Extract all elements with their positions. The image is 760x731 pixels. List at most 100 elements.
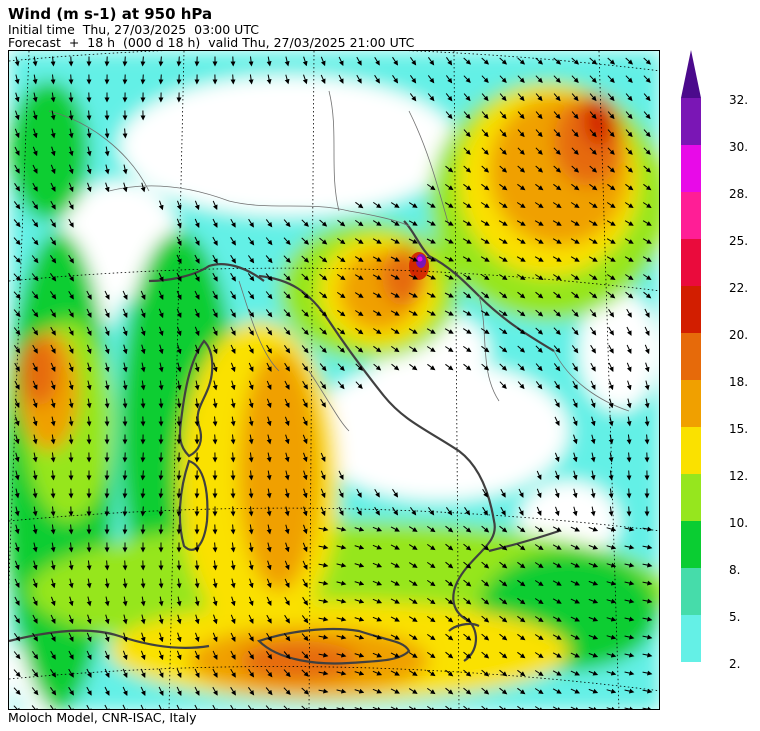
wind-arrow xyxy=(590,344,596,354)
wind-arrow xyxy=(265,273,273,282)
wind-arrow xyxy=(409,346,418,353)
wind-arrow xyxy=(302,398,308,408)
wind-arrow xyxy=(590,470,596,481)
wind-arrow xyxy=(158,56,164,67)
wind-arrow xyxy=(463,57,472,65)
wind-arrow xyxy=(68,92,74,103)
wind-arrow xyxy=(248,362,254,373)
wind-arrow xyxy=(372,706,383,709)
wind-arrow xyxy=(140,704,146,709)
wind-arrow xyxy=(13,201,21,210)
colorbar-segment xyxy=(681,615,701,662)
wind-arrow xyxy=(517,129,525,138)
wind-arrow xyxy=(104,578,110,589)
wind-arrow xyxy=(427,363,436,371)
wind-arrow xyxy=(176,596,182,607)
wind-arrow xyxy=(590,362,596,372)
wind-arrow xyxy=(194,650,200,661)
wind-arrow xyxy=(427,669,436,677)
wind-arrow xyxy=(463,363,472,371)
wind-arrow xyxy=(606,562,617,568)
wind-arrow xyxy=(104,164,110,175)
wind-arrow xyxy=(408,202,418,208)
wind-arrow xyxy=(644,380,650,391)
wind-arrow xyxy=(337,237,346,245)
wind-arrow xyxy=(463,111,471,120)
wind-arrow xyxy=(390,310,400,316)
wind-arrow xyxy=(266,380,272,391)
wind-arrow xyxy=(318,544,329,550)
colorbar-label: 12. xyxy=(729,469,749,483)
wind-arrow xyxy=(248,542,254,553)
wind-arrow xyxy=(319,381,327,390)
wind-arrow xyxy=(642,238,652,244)
wind-arrow xyxy=(14,452,20,463)
wind-arrow xyxy=(86,632,92,643)
wind-arrow xyxy=(158,470,164,481)
wind-arrow xyxy=(608,326,614,336)
wind-arrow xyxy=(517,633,526,641)
wind-arrow xyxy=(481,525,490,533)
wind-arrow xyxy=(212,686,218,696)
wind-arrow xyxy=(408,598,418,604)
wind-arrow xyxy=(355,327,364,335)
wind-arrow xyxy=(318,706,329,709)
wind-arrow xyxy=(408,652,418,658)
wind-arrow xyxy=(31,687,39,696)
wind-arrow xyxy=(194,272,200,282)
wind-arrow xyxy=(624,202,634,209)
wind-arrow xyxy=(427,507,435,516)
wind-arrow xyxy=(391,363,400,371)
wind-arrow xyxy=(265,237,273,246)
wind-arrow xyxy=(301,651,309,660)
wind-arrow xyxy=(140,488,146,499)
wind-arrow xyxy=(517,57,526,65)
wind-arrow xyxy=(104,398,110,409)
wind-arrow xyxy=(302,56,308,67)
wind-arrow xyxy=(553,327,561,336)
wind-arrow xyxy=(499,291,508,299)
wind-arrow xyxy=(535,363,543,372)
colorbar-segments xyxy=(681,98,701,662)
wind-arrow xyxy=(517,93,525,102)
wind-arrow xyxy=(336,526,347,532)
wind-arrow xyxy=(535,165,544,173)
wind-arrow xyxy=(230,506,236,517)
wind-arrow xyxy=(552,616,562,622)
wind-arrow xyxy=(13,273,21,282)
wind-arrow xyxy=(553,291,562,299)
wind-arrow xyxy=(31,291,39,300)
wind-arrow xyxy=(516,202,526,209)
wind-arrow xyxy=(409,75,417,84)
wind-arrow xyxy=(463,633,472,641)
wind-arrow xyxy=(14,470,20,481)
wind-arrow xyxy=(212,416,218,427)
wind-arrow xyxy=(606,616,617,622)
wind-arrow xyxy=(14,128,20,139)
wind-arrow xyxy=(390,580,400,586)
wind-arrow xyxy=(212,596,218,607)
wind-arrow xyxy=(480,328,490,335)
wind-arrow xyxy=(482,506,488,516)
wind-arrow xyxy=(68,200,74,210)
wind-arrow xyxy=(625,129,633,138)
wind-arrow xyxy=(481,651,490,659)
wind-arrow xyxy=(354,652,365,658)
wind-arrow xyxy=(122,290,128,301)
wind-arrow xyxy=(248,470,254,481)
wind-arrow xyxy=(642,544,653,550)
wind-arrow xyxy=(14,506,20,517)
wind-arrow xyxy=(283,687,291,696)
wind-arrow xyxy=(86,560,92,571)
wind-arrow xyxy=(122,362,128,373)
wind-arrow xyxy=(626,506,632,517)
wind-arrow xyxy=(49,291,57,300)
wind-arrow xyxy=(302,542,308,553)
wind-arrow xyxy=(14,183,21,192)
colorbar-label: 18. xyxy=(729,375,749,389)
wind-arrow xyxy=(194,686,200,696)
wind-arrow xyxy=(176,686,182,697)
wind-arrow xyxy=(14,74,20,85)
wind-arrow xyxy=(68,272,74,282)
wind-arrow xyxy=(194,668,200,679)
